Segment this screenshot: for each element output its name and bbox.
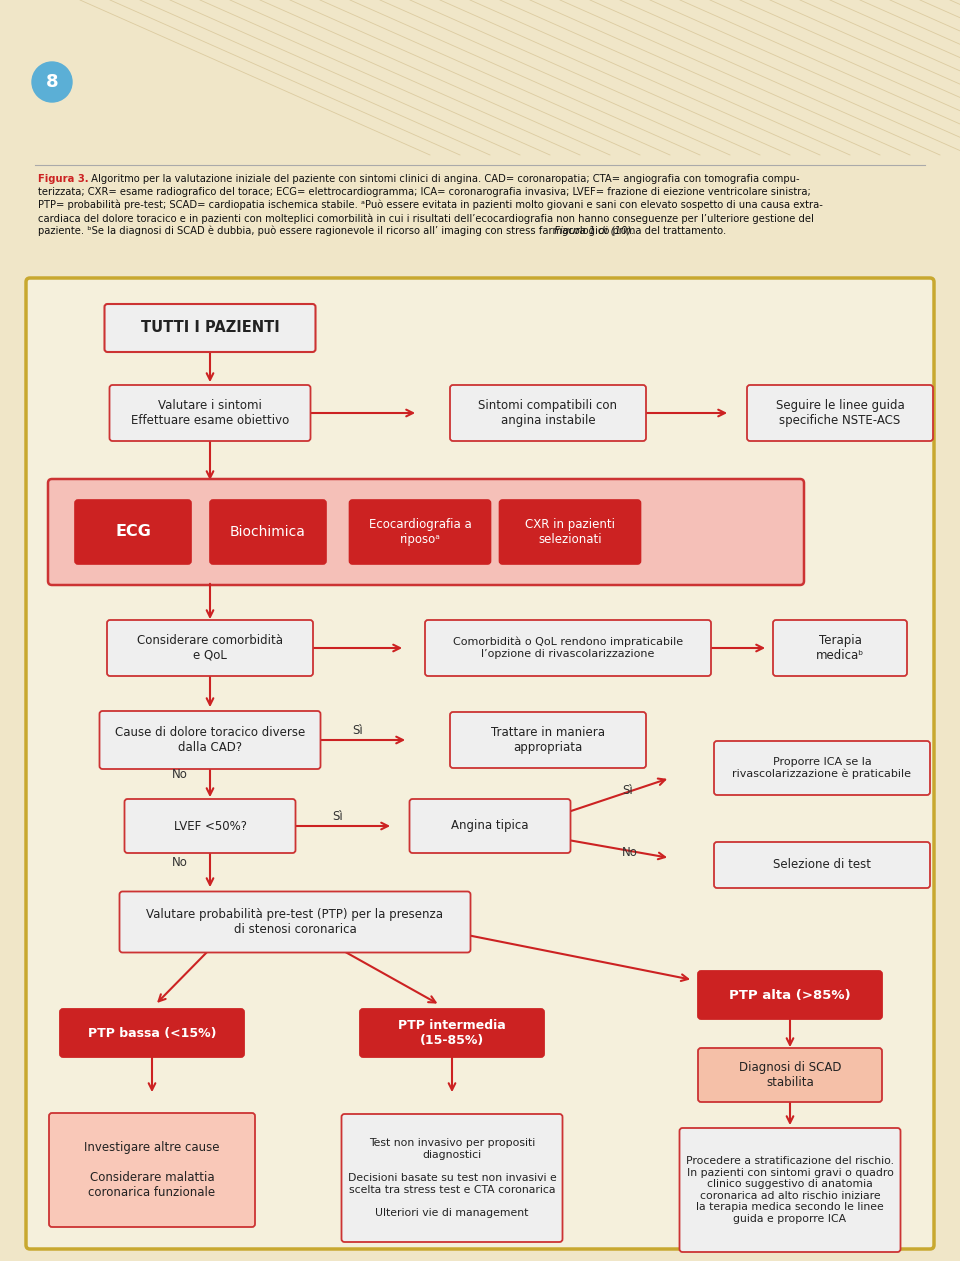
FancyBboxPatch shape (105, 304, 316, 352)
Text: Sintomi compatibili con
angina instabile: Sintomi compatibili con angina instabile (478, 398, 617, 427)
Text: CXR in pazienti
selezionati: CXR in pazienti selezionati (525, 518, 615, 546)
FancyBboxPatch shape (410, 799, 570, 852)
FancyBboxPatch shape (680, 1129, 900, 1252)
Text: Valutare i sintomi
Effettuare esame obiettivo: Valutare i sintomi Effettuare esame obie… (131, 398, 289, 427)
FancyBboxPatch shape (60, 1009, 244, 1057)
Text: Cause di dolore toracico diverse
dalla CAD?: Cause di dolore toracico diverse dalla C… (115, 726, 305, 754)
Text: Investigare altre cause

Considerare malattia
coronarica funzionale: Investigare altre cause Considerare mala… (84, 1141, 220, 1199)
Text: TUTTI I PAZIENTI: TUTTI I PAZIENTI (140, 320, 279, 335)
Text: Considerare comorbidità
e QoL: Considerare comorbidità e QoL (137, 634, 283, 662)
Text: 8: 8 (46, 73, 59, 91)
FancyBboxPatch shape (109, 385, 310, 441)
FancyBboxPatch shape (499, 501, 640, 564)
FancyBboxPatch shape (450, 712, 646, 768)
FancyBboxPatch shape (698, 1048, 882, 1102)
FancyBboxPatch shape (48, 479, 804, 585)
Text: Selezione di test: Selezione di test (773, 859, 871, 871)
Text: No: No (172, 768, 188, 782)
FancyBboxPatch shape (450, 385, 646, 441)
Text: Sì: Sì (332, 811, 344, 823)
Text: Seguire le linee guida
specifiche NSTE-ACS: Seguire le linee guida specifiche NSTE-A… (776, 398, 904, 427)
FancyBboxPatch shape (773, 620, 907, 676)
FancyBboxPatch shape (107, 620, 313, 676)
Text: Terapia
medicaᵇ: Terapia medicaᵇ (816, 634, 864, 662)
Text: Trattare in maniera
appropriata: Trattare in maniera appropriata (491, 726, 605, 754)
FancyBboxPatch shape (747, 385, 933, 441)
Text: PTP alta (>85%): PTP alta (>85%) (730, 989, 851, 1001)
Text: LVEF <50%?: LVEF <50%? (174, 820, 247, 832)
Text: Figura 1 di (10).: Figura 1 di (10). (38, 226, 635, 236)
Text: paziente. ᵇSe la diagnosi di SCAD è dubbia, può essere ragionevole il ricorso al: paziente. ᵇSe la diagnosi di SCAD è dubb… (38, 226, 727, 237)
Text: No: No (172, 855, 188, 869)
Circle shape (32, 62, 72, 102)
Text: terizzata; CXR= esame radiografico del torace; ECG= elettrocardiogramma; ICA= co: terizzata; CXR= esame radiografico del t… (38, 187, 811, 197)
Text: cardiaca del dolore toracico e in pazienti con molteplici comorbilità in cui i r: cardiaca del dolore toracico e in pazien… (38, 213, 814, 223)
Text: Proporre ICA se la
rivascolarizzazione è praticabile: Proporre ICA se la rivascolarizzazione è… (732, 757, 911, 779)
Text: Procedere a stratificazione del rischio.
In pazienti con sintomi gravi o quadro
: Procedere a stratificazione del rischio.… (686, 1156, 894, 1224)
Text: ECG: ECG (115, 525, 151, 540)
Text: Comorbidità o QoL rendono impraticabile
l’opzione di rivascolarizzazione: Comorbidità o QoL rendono impraticabile … (453, 637, 684, 660)
Text: Biochimica: Biochimica (230, 525, 306, 538)
Text: Angina tipica: Angina tipica (451, 820, 529, 832)
FancyBboxPatch shape (714, 842, 930, 888)
Text: Figura 3.: Figura 3. (38, 174, 88, 184)
FancyBboxPatch shape (75, 501, 191, 564)
FancyBboxPatch shape (100, 711, 321, 769)
FancyBboxPatch shape (49, 1113, 255, 1227)
Text: Ecocardiografia a
riposoᵃ: Ecocardiografia a riposoᵃ (369, 518, 471, 546)
FancyBboxPatch shape (714, 741, 930, 794)
FancyBboxPatch shape (210, 501, 326, 564)
Text: PTP intermedia
(15-85%): PTP intermedia (15-85%) (398, 1019, 506, 1047)
Text: Test non invasivo per propositi
diagnostici

Decisioni basate su test non invasi: Test non invasivo per propositi diagnost… (348, 1139, 557, 1218)
Text: Algoritmo per la valutazione iniziale del paziente con sintomi clinici di angina: Algoritmo per la valutazione iniziale de… (88, 174, 800, 184)
Text: Diagnosi di SCAD
stabilita: Diagnosi di SCAD stabilita (739, 1061, 841, 1090)
Text: No: No (622, 846, 637, 860)
Text: PTP= probabilità pre-test; SCAD= cardiopatia ischemica stabile. ᵃPuò essere evit: PTP= probabilità pre-test; SCAD= cardiop… (38, 200, 823, 211)
FancyBboxPatch shape (125, 799, 296, 852)
Text: PTP bassa (<15%): PTP bassa (<15%) (87, 1026, 216, 1039)
FancyBboxPatch shape (698, 971, 882, 1019)
FancyBboxPatch shape (349, 501, 491, 564)
Text: Sì: Sì (622, 783, 633, 797)
FancyBboxPatch shape (26, 277, 934, 1248)
FancyBboxPatch shape (342, 1113, 563, 1242)
FancyBboxPatch shape (360, 1009, 544, 1057)
Text: Valutare probabilità pre-test (PTP) per la presenza
di stenosi coronarica: Valutare probabilità pre-test (PTP) per … (147, 908, 444, 936)
FancyBboxPatch shape (425, 620, 711, 676)
Text: Sì: Sì (352, 725, 364, 738)
FancyBboxPatch shape (119, 892, 470, 952)
